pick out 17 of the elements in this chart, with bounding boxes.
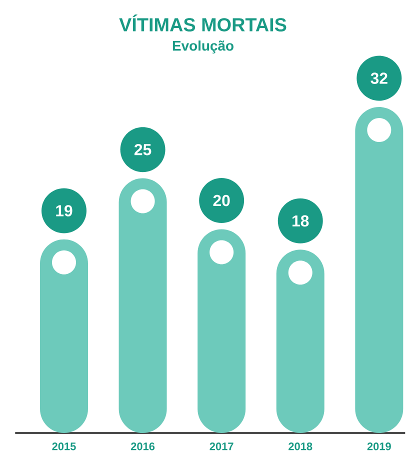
x-tick-label: 2018 (288, 442, 312, 450)
bar (276, 250, 324, 433)
bar (118, 178, 167, 433)
bar (40, 239, 88, 433)
bar (198, 229, 246, 433)
data-label: 18 (292, 215, 309, 227)
x-tick-label: 2019 (367, 442, 391, 450)
data-label: 32 (370, 72, 388, 84)
bar (355, 106, 404, 433)
x-tick-label: 2015 (52, 442, 76, 450)
x-tick-label: 2017 (210, 442, 234, 450)
x-tick-label: 2016 (130, 442, 155, 450)
chart-subtitle: Evolução (172, 40, 234, 54)
data-label: 19 (56, 205, 72, 216)
chart-title: VÍTIMAS MORTAIS (119, 14, 286, 32)
data-label: 20 (213, 194, 230, 206)
data-label: 25 (134, 144, 152, 156)
